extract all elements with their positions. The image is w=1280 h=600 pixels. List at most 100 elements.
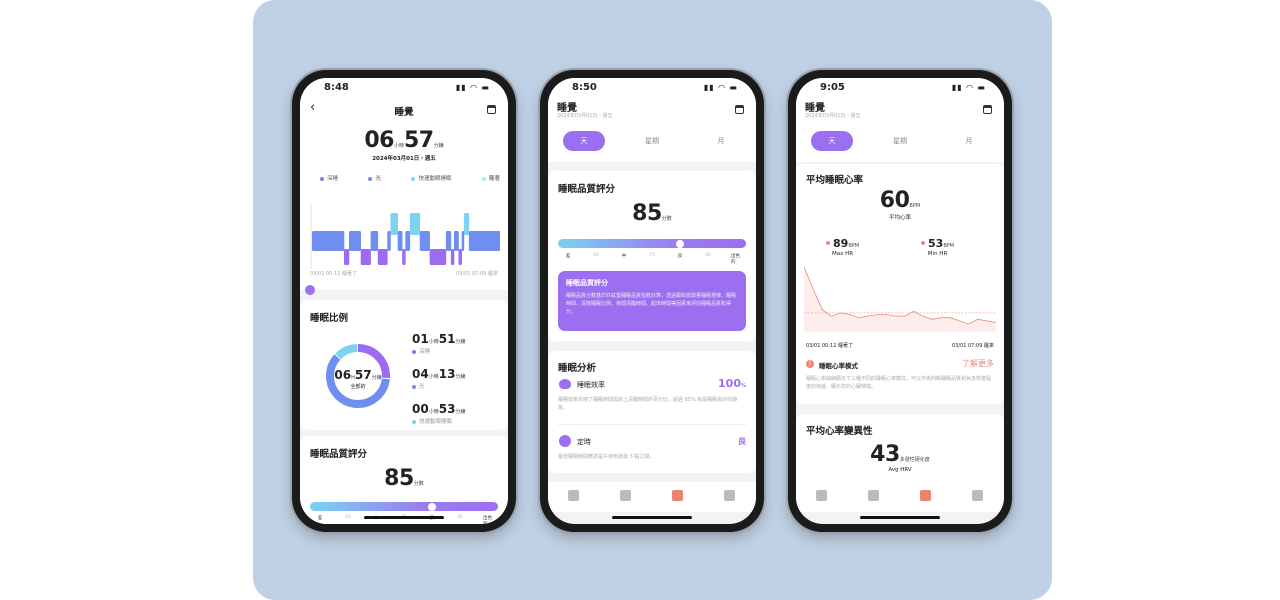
sleep-duration: 06小時57分鐘 — [364, 128, 444, 153]
tab-month[interactable]: 月 — [717, 137, 725, 145]
hrv-value: 43多發性硬化度 Avg HRV — [870, 442, 930, 473]
nav-home-icon[interactable] — [816, 490, 827, 501]
scale-label: 良 — [677, 254, 683, 259]
ratio-item: 01小時51分鐘 深睡 — [412, 332, 466, 355]
stage-segment-light — [461, 231, 465, 251]
scale-label: 75 — [649, 253, 655, 258]
wake-label: 03/01 07:09 醒來 — [456, 271, 498, 277]
moon-icon — [676, 239, 684, 248]
nav-profile-icon[interactable] — [620, 490, 631, 501]
stage-segment-light — [419, 231, 430, 251]
stage-segment-light — [312, 231, 345, 251]
nav-sleep-icon[interactable] — [672, 490, 683, 501]
min-hr: 53BPM Min HR — [921, 232, 954, 257]
stage-segment-light — [370, 231, 379, 251]
status-icons: ▮▮ ◠ ▬ — [951, 83, 986, 92]
stage-segment-light — [387, 231, 391, 251]
analysis-desc: 睡眠效率反映了睡眠時間與床上清醒時間的百分比，超過 85% 就是睡眠良好的跡象。 — [558, 397, 738, 411]
quality-score: 85分數 — [632, 201, 672, 226]
calendar-icon[interactable] — [487, 105, 496, 114]
tab-month[interactable]: 月 — [965, 137, 973, 145]
card-title: 平均睡眠心率 — [806, 175, 864, 186]
moon-icon — [428, 502, 436, 511]
stage-segment-light — [348, 231, 361, 251]
stage-segment-deep — [344, 249, 350, 265]
stage-segment-deep — [429, 249, 447, 265]
stage-segment-light — [445, 231, 452, 251]
hr-pattern-title: 睡眠心率模式 — [819, 362, 858, 370]
calendar-icon[interactable] — [983, 105, 992, 114]
max-hr: 89BPM Max HR — [826, 232, 859, 257]
hr-pattern-desc: 睡眠心率曲線顯示了三種不同的睡眠心率模式，可以作為判斷睡眠品質和休息恢復程度的依… — [806, 376, 992, 390]
stage-segment-deep — [377, 249, 388, 265]
nav-user-icon[interactable] — [972, 490, 983, 501]
sleep-ratio-donut — [326, 344, 390, 408]
stage-segment-rem — [463, 213, 470, 235]
donut-slice-light — [326, 344, 390, 408]
tab-day[interactable]: 天 — [563, 131, 605, 151]
hr-area — [804, 266, 996, 332]
info-icon: ! — [806, 360, 814, 368]
card-title: 睡眠比例 — [310, 313, 349, 324]
calendar-icon[interactable] — [735, 105, 744, 114]
phone-sleep-detail: 8:48 ▮▮ ◠ ▬ ‹ 睡覺 06小時57分鐘 2024年03月01日・週五… — [292, 70, 516, 532]
stage-segment-rem — [409, 213, 421, 235]
home-indicator — [612, 516, 692, 519]
scale-label: 中 — [621, 254, 627, 259]
nav-sleep-icon[interactable] — [920, 490, 931, 501]
page-title: 睡覺 — [805, 103, 825, 114]
page-title: 睡覺 — [394, 107, 414, 118]
tab-day[interactable]: 天 — [811, 131, 853, 151]
nav-user-icon[interactable] — [724, 490, 735, 501]
scale-label: 60 — [345, 515, 351, 520]
heart-rate-card: 平均睡眠心率 60BPM 平均心率 89BPM Max HR 53BPM Min HR… — [796, 164, 1004, 404]
scale-label: 差 — [317, 516, 323, 521]
divider — [558, 424, 746, 425]
quality-score: 85分數 — [384, 466, 424, 491]
quality-info-box: 睡眠品質評分 睡眠品質分數基於匹茲堡睡眠品質指數計算，透過跟踪偵測量睡眠規律、睡… — [558, 271, 746, 331]
card-title: 平均心率變異性 — [806, 426, 873, 437]
hr-line — [804, 266, 996, 325]
tab-week[interactable]: 星期 — [645, 137, 659, 145]
hypnogram-chart — [310, 203, 500, 269]
sleep-analysis-card: 睡眠分析 睡眠效率 100% 睡眠效率反映了睡眠時間與床上清醒時間的百分比，超過… — [548, 351, 756, 473]
tab-week[interactable]: 星期 — [893, 137, 907, 145]
sleep-start-label: 03/01 00:12 睡著了 — [806, 343, 853, 349]
status-time: 8:50 — [572, 82, 597, 93]
page-title: 睡覺 — [557, 103, 577, 114]
status-icons: ▮▮ ◠ ▬ — [703, 83, 738, 92]
screen: 9:05 ▮▮ ◠ ▬ 睡覺 2024年03月01日・週五 天 星期 月 平均睡… — [796, 78, 1004, 524]
phone-sleep-quality: 8:50 ▮▮ ◠ ▬ 睡覺 2024年03月01日・週五 天 星期 月 睡眠品… — [540, 70, 764, 532]
nav-profile-icon[interactable] — [868, 490, 879, 501]
stage-segment-light — [405, 231, 411, 251]
heart-rate-chart — [804, 266, 996, 332]
page-date: 2024年03月01日・週五 — [805, 113, 861, 119]
scale-label: 出色的 — [731, 254, 740, 265]
card-title: 睡眠品質評分 — [558, 184, 616, 195]
stage-segment-deep — [450, 249, 455, 265]
analysis-label: 睡眠效率 — [577, 381, 605, 389]
stage-segment-light — [468, 231, 500, 251]
stage-segment-deep — [360, 249, 371, 265]
back-icon[interactable]: ‹ — [310, 100, 316, 115]
ratio-item: 00小時53分鐘 快速動眼睡眠 — [412, 402, 466, 425]
analysis-label: 定時 — [577, 438, 591, 446]
timing-value: 良 — [738, 437, 746, 446]
donut-center: 06H57分鐘 全部的 — [334, 368, 382, 390]
quality-bar — [310, 502, 498, 511]
screen: 8:48 ▮▮ ◠ ▬ ‹ 睡覺 06小時57分鐘 2024年03月01日・週五… — [300, 78, 508, 524]
home-indicator — [364, 516, 444, 519]
sleep-start-label: 03/01 00:12 睡著了 — [310, 271, 357, 277]
status-time: 9:05 — [820, 82, 845, 93]
hrv-card: 平均心率變異性 43多發性硬化度 Avg HRV — [796, 414, 1004, 494]
clock-icon — [559, 435, 571, 447]
nav-home-icon[interactable] — [568, 490, 579, 501]
sleep-ratio-card: 睡眠比例 06H57分鐘 全部的 01小時51分鐘 深睡 04小時13分鐘光 00小時… — [300, 300, 508, 430]
timeline-slider-handle[interactable] — [305, 285, 315, 295]
stage-segment-deep — [402, 249, 406, 265]
scale-label: 差 — [565, 254, 571, 259]
stage-segment-light — [454, 231, 459, 251]
scale-label: 90 — [705, 253, 711, 258]
learn-more-link[interactable]: 了解更多 — [962, 359, 994, 368]
